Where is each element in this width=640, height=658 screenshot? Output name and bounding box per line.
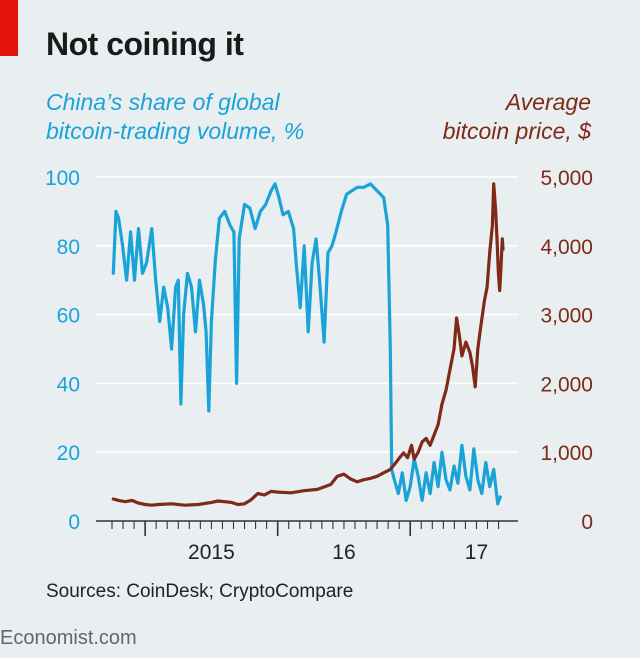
china-share-line: [111, 182, 502, 506]
right-axis-label: Average bitcoin price, $: [331, 88, 591, 146]
left-tick-label: 100: [45, 167, 80, 190]
left-tick-label: 20: [57, 442, 80, 465]
source-note: Sources: CoinDesk; CryptoCompare: [46, 581, 354, 602]
brand-footer: Economist.com: [0, 627, 137, 649]
left-tick-label: 60: [57, 305, 80, 328]
chart-title: Not coining it: [46, 26, 244, 62]
right-tick-label: 2,000: [540, 373, 593, 396]
bitcoin-price-line: [111, 182, 505, 507]
left-tick-label: 40: [57, 373, 80, 396]
right-axis-label-line-2: bitcoin price, $: [442, 118, 591, 144]
right-tick-label: 3,000: [540, 305, 593, 328]
chart-canvas: 0 20 40 60 80 100 0 1,000 2,000 3,000 4,000 5,000 20…: [45, 167, 593, 564]
brand-red-bar: [0, 0, 18, 56]
left-tick-label: 80: [57, 236, 80, 259]
right-tick-label: 4,000: [540, 236, 593, 259]
right-tick-label: 5,000: [540, 167, 593, 190]
x-tick-label: 16: [332, 541, 355, 564]
left-axis-label-line-1: China’s share of global: [46, 89, 280, 115]
right-tick-label: 1,000: [540, 442, 593, 465]
x-tick-label: 2015: [188, 541, 235, 564]
x-tick-label: 17: [465, 541, 488, 564]
right-axis-label-line-1: Average: [505, 89, 591, 115]
right-tick-label: 0: [581, 511, 593, 534]
left-tick-label: 0: [68, 511, 80, 534]
left-axis-label: China’s share of global bitcoin-trading …: [46, 88, 346, 146]
left-axis-label-line-2: bitcoin-trading volume, %: [46, 118, 305, 144]
